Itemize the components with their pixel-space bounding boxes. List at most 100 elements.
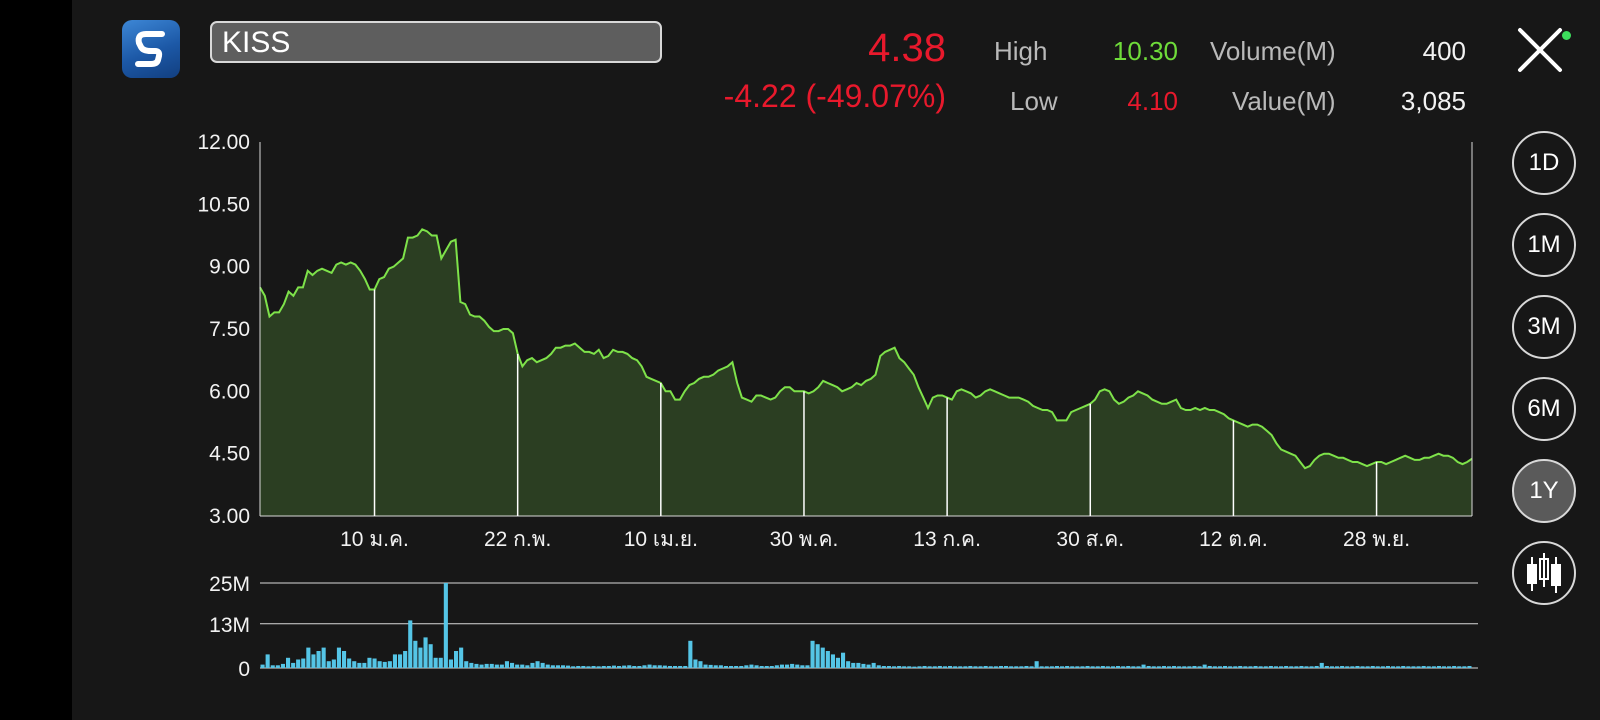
volume-bar bbox=[774, 665, 779, 668]
volume-bar bbox=[856, 662, 861, 668]
volume-bar bbox=[1309, 666, 1314, 668]
volume-bar bbox=[1105, 666, 1110, 668]
period-button-1m[interactable]: 1M bbox=[1512, 213, 1576, 277]
candlestick-toggle-button[interactable] bbox=[1512, 541, 1576, 605]
volume-bar bbox=[1416, 666, 1421, 668]
price-line bbox=[259, 228, 1473, 470]
high-value: 10.30 bbox=[1112, 36, 1178, 66]
volume-bar bbox=[647, 664, 652, 668]
volume-bar bbox=[326, 661, 331, 668]
period-button-3m[interactable]: 3M bbox=[1512, 295, 1576, 359]
volume-bar bbox=[1172, 666, 1177, 668]
volume-bar bbox=[662, 665, 667, 668]
volume-bar bbox=[448, 659, 453, 668]
volume-bar bbox=[1467, 666, 1472, 668]
price-y-tick-label: 12.00 bbox=[197, 131, 250, 154]
volume-bar bbox=[392, 654, 397, 668]
volume-bar bbox=[484, 663, 489, 668]
volume-bar bbox=[1054, 666, 1059, 668]
volume-bar bbox=[886, 666, 891, 668]
volume-bar bbox=[576, 666, 581, 668]
chart-canvas[interactable]: 12.00 10.50 9.00 7.50 6.00 4.50 3.00 10 ม.ค. 22 … bbox=[72, 0, 1600, 720]
volume-label: Volume(M) bbox=[1210, 36, 1336, 66]
volume-bar bbox=[1019, 666, 1024, 668]
volume-bar bbox=[270, 665, 275, 668]
volume-bar bbox=[464, 661, 469, 668]
volume-bar bbox=[561, 665, 566, 668]
volume-bar bbox=[352, 661, 357, 668]
volume-bar bbox=[1223, 666, 1228, 668]
period-button-1d[interactable]: 1D bbox=[1512, 131, 1576, 195]
volume-bar bbox=[311, 654, 316, 668]
volume-bar bbox=[1263, 666, 1268, 668]
volume-bar bbox=[652, 665, 657, 668]
volume-bar bbox=[1391, 666, 1396, 668]
price-area bbox=[260, 229, 1472, 517]
volume-bar bbox=[1284, 666, 1289, 668]
volume-bar bbox=[1441, 666, 1446, 668]
volume-bar bbox=[729, 666, 734, 668]
volume-bar bbox=[683, 666, 688, 668]
volume-bar bbox=[1126, 666, 1131, 668]
volume-bar bbox=[280, 663, 285, 668]
logo-icon[interactable] bbox=[122, 20, 180, 78]
volume-bar bbox=[937, 666, 942, 668]
volume-bar bbox=[1039, 666, 1044, 668]
volume-bar bbox=[1187, 666, 1192, 668]
volume-bar bbox=[489, 663, 494, 668]
volume-bar bbox=[265, 654, 270, 668]
volume-bar bbox=[1355, 666, 1360, 668]
volume-bar bbox=[515, 664, 520, 668]
volume-bar bbox=[530, 662, 535, 668]
volume-bar bbox=[779, 664, 784, 668]
volume-bar bbox=[902, 666, 907, 668]
volume-bar bbox=[1177, 666, 1182, 668]
volume-bar bbox=[525, 665, 530, 668]
volume-bar bbox=[734, 666, 739, 668]
volume-bar bbox=[520, 664, 525, 668]
volume-bar bbox=[1299, 666, 1304, 668]
volume-bar bbox=[927, 666, 932, 668]
volume-bar bbox=[1294, 666, 1299, 668]
volume-bar bbox=[1385, 666, 1390, 668]
period-button-6m[interactable]: 6M bbox=[1512, 377, 1576, 441]
volume-bar bbox=[1289, 666, 1294, 668]
volume-bar bbox=[688, 640, 693, 668]
price-y-tick-label: 4.50 bbox=[209, 443, 250, 466]
volume-bar bbox=[413, 640, 418, 668]
volume-bar bbox=[1182, 666, 1187, 668]
volume-bar bbox=[637, 666, 642, 668]
period-label: 1M bbox=[1527, 231, 1561, 258]
volume-bar bbox=[820, 647, 825, 668]
volume-bar bbox=[550, 665, 555, 668]
volume-bar bbox=[932, 666, 937, 668]
volume-bar bbox=[1279, 666, 1284, 668]
volume-bar bbox=[1380, 666, 1385, 668]
volume-bar bbox=[357, 662, 362, 668]
period-label: 1Y bbox=[1529, 477, 1559, 504]
last-price: 4.38 bbox=[868, 26, 946, 70]
close-icon[interactable] bbox=[1516, 26, 1564, 74]
volume-bar bbox=[1014, 666, 1019, 668]
period-button-1y[interactable]: 1Y bbox=[1512, 459, 1576, 523]
symbol-search-input[interactable]: KISS bbox=[210, 21, 662, 63]
volume-bar bbox=[540, 662, 545, 668]
symbol-text: KISS bbox=[222, 26, 291, 59]
price-x-tick-label: 12 ต.ค. bbox=[1199, 528, 1268, 551]
volume-bar bbox=[433, 657, 438, 668]
volume-bar bbox=[306, 647, 311, 668]
volume-bar bbox=[1100, 666, 1105, 668]
volume-bar bbox=[423, 637, 428, 668]
volume-bar bbox=[1457, 666, 1462, 668]
volume-bar bbox=[499, 664, 504, 668]
period-label: 3M bbox=[1527, 313, 1561, 340]
volume-bar bbox=[260, 664, 265, 668]
volume-bar bbox=[830, 654, 835, 668]
volume-y-tick-label: 0 bbox=[238, 658, 250, 681]
volume-bar bbox=[754, 665, 759, 668]
volume-bar bbox=[769, 666, 774, 668]
volume-bar bbox=[1421, 666, 1426, 668]
volume-bar bbox=[749, 664, 754, 668]
volume-bar bbox=[342, 651, 347, 668]
volume-bar bbox=[1329, 666, 1334, 668]
